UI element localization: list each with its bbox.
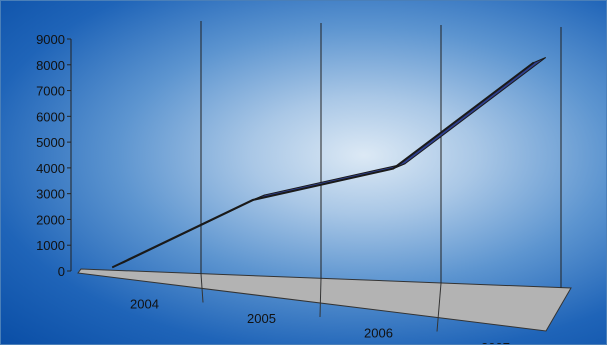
- y-tick-label: 5000: [36, 135, 65, 150]
- floor-divider: [200, 273, 204, 303]
- chart-axis-layer: [67, 38, 72, 272]
- x-tick-label: 2004: [130, 296, 159, 311]
- y-tick-label: 9000: [36, 32, 65, 47]
- floor-divider: [436, 283, 442, 332]
- y-tick-label: 4000: [36, 161, 65, 176]
- y-tick-label: 3000: [36, 187, 65, 202]
- x-tick-label: 2005: [247, 311, 276, 326]
- chart-floor-layer: [77, 268, 572, 332]
- y-tick-label: 0: [58, 264, 65, 279]
- x-tick-label: 2007: [481, 340, 510, 344]
- y-tick-label: 1000: [36, 238, 65, 253]
- chart-label-layer: 0 1000 2000 3000 4000 5000 6000 7000 8000 9000 200…: [36, 32, 510, 344]
- chart-grid-layer: [200, 21, 562, 288]
- x-tick-label: 2006: [364, 325, 393, 340]
- chart-line-layer: [111, 57, 547, 269]
- y-tick-label: 6000: [36, 109, 65, 124]
- y-tick-label: 7000: [36, 84, 65, 99]
- floor-divider: [319, 278, 322, 318]
- y-tick-label: 8000: [36, 58, 65, 73]
- series-line: [111, 61, 535, 269]
- y-tick-label: 2000: [36, 212, 65, 227]
